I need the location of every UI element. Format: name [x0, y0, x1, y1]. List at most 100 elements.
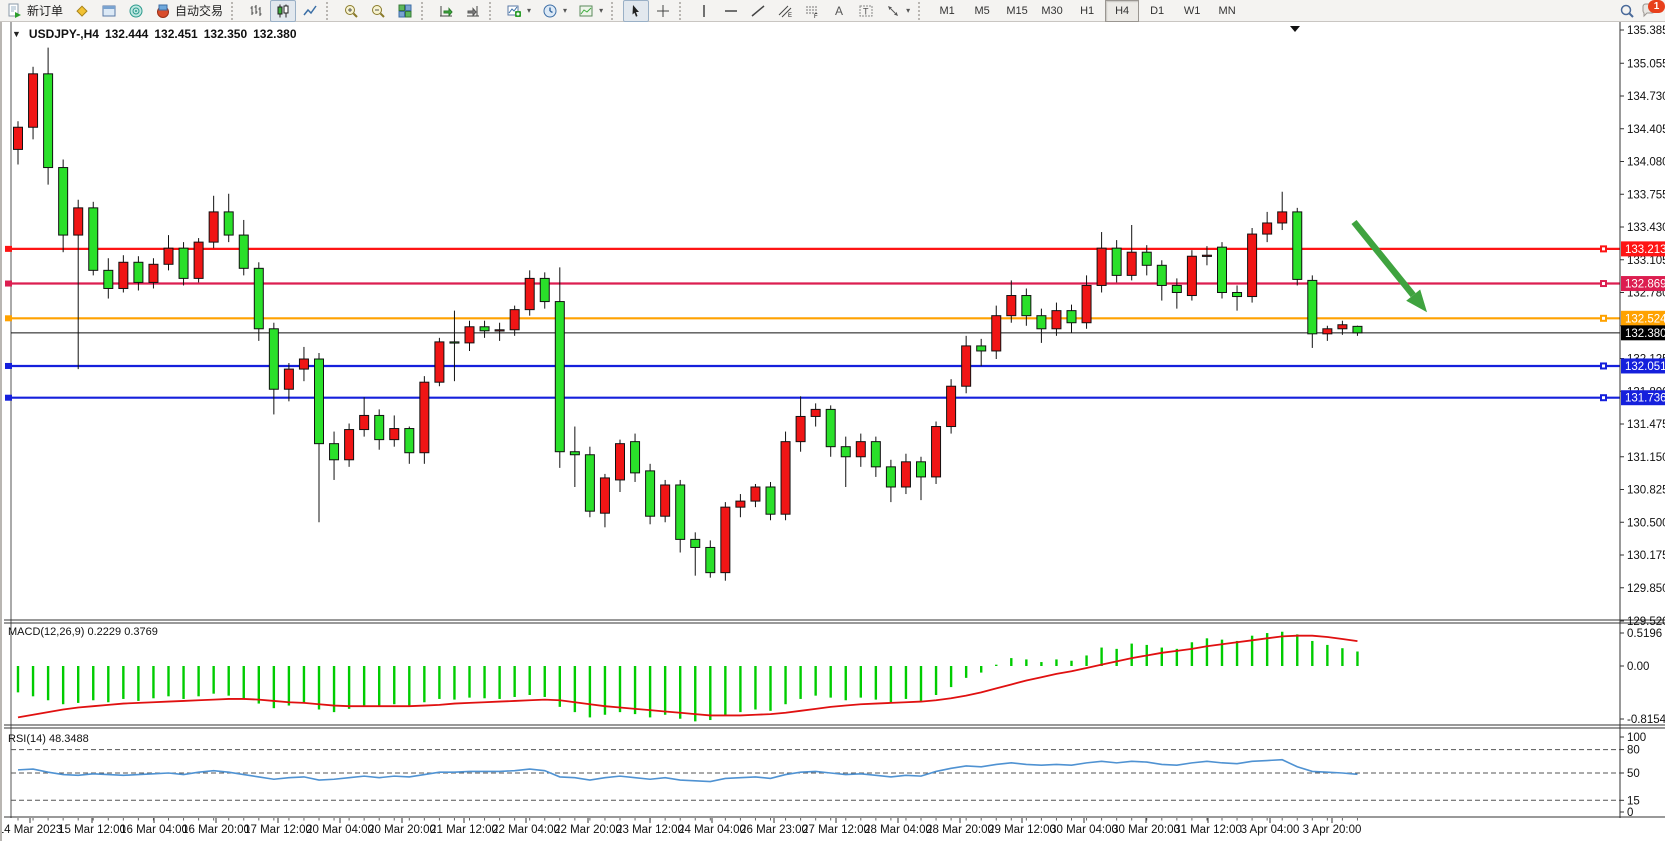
- line-left-mark: [5, 394, 12, 401]
- toolbar-separator: [489, 1, 498, 20]
- tile-windows-button[interactable]: [392, 0, 418, 22]
- timeframe-button-w1[interactable]: W1: [1183, 4, 1201, 17]
- horizontal-line[interactable]: [5, 245, 1620, 253]
- timeframe-button-m5[interactable]: M5: [974, 4, 990, 17]
- bar-chart-button[interactable]: [243, 0, 269, 22]
- timeframe-button-mn[interactable]: MN: [1218, 4, 1236, 17]
- horizontal-line[interactable]: [5, 280, 1620, 288]
- auto-trading-button[interactable]: 自动交易: [150, 0, 228, 22]
- text-button[interactable]: A: [826, 0, 852, 22]
- line-left-mark: [5, 315, 12, 322]
- svg-text:20 Mar 04:00: 20 Mar 04:00: [306, 824, 374, 836]
- svg-text:134.080: 134.080: [1627, 157, 1665, 169]
- svg-text:28 Mar 04:00: 28 Mar 04:00: [864, 824, 932, 836]
- new-chart-button[interactable]: ▾: [501, 0, 536, 22]
- timeframe-button-h4[interactable]: H4: [1105, 0, 1140, 22]
- svg-text:16 Mar 20:00: 16 Mar 20:00: [182, 824, 250, 836]
- horizontal-line[interactable]: [5, 394, 1620, 402]
- svg-text:24 Mar 04:00: 24 Mar 04:00: [678, 824, 746, 836]
- svg-text:129.520: 129.520: [1627, 616, 1665, 628]
- timeframe-button-m15[interactable]: M15: [1006, 4, 1028, 17]
- chart-shift-marker[interactable]: [1290, 26, 1300, 32]
- chart-header: ▼ USDJPY-,H4 132.444 132.451 132.350 132…: [10, 27, 297, 41]
- vertical-line-icon: [696, 3, 712, 19]
- candlestick-chart-button[interactable]: [270, 0, 297, 22]
- fibonacci-button[interactable]: F: [799, 0, 825, 22]
- timeframe-button-h1[interactable]: H1: [1080, 4, 1095, 17]
- cursor-button[interactable]: [623, 0, 650, 22]
- price-chart[interactable]: 135.385 135.055 134.730 134.405 134.080 133.7…: [2, 22, 1665, 841]
- svg-text:135.055: 135.055: [1627, 58, 1665, 70]
- zoom-out-button[interactable]: [365, 0, 391, 22]
- svg-text:132.380: 132.380: [1625, 328, 1665, 340]
- vertical-line-button[interactable]: [691, 0, 717, 22]
- rsi-indicator-label: RSI(14) 48.3488: [8, 733, 89, 745]
- zoom-in-icon: [343, 3, 359, 19]
- text-label-button[interactable]: T: [853, 0, 879, 22]
- chevron-down-icon: ▾: [599, 6, 604, 15]
- svg-text:0: 0: [1627, 807, 1633, 819]
- ohlc-close: 132.380: [253, 27, 297, 41]
- arrow-annotation[interactable]: [1351, 219, 1428, 313]
- svg-text:133.213: 133.213: [1625, 244, 1665, 256]
- notifications-button[interactable]: 1: [1641, 0, 1665, 20]
- timeframe-button-m1[interactable]: M1: [939, 4, 955, 17]
- svg-text:3 Apr 20:00: 3 Apr 20:00: [1303, 824, 1362, 836]
- horizontal-level-lines: [5, 245, 1620, 402]
- price-badges: 133.213 132.869 132.524 132.051 131.736 132.3…: [1621, 241, 1665, 406]
- templates-icon: [578, 3, 594, 19]
- cursor-icon: [628, 3, 644, 19]
- data-window-button[interactable]: [96, 0, 122, 22]
- svg-text:133.430: 133.430: [1627, 222, 1665, 234]
- period-button[interactable]: ▾: [537, 0, 572, 22]
- market-watch-icon: [74, 3, 90, 19]
- equidistant-channel-button[interactable]: E: [772, 0, 798, 22]
- svg-text:30 Mar 04:00: 30 Mar 04:00: [1050, 824, 1118, 836]
- rsi-pane: [11, 749, 1620, 801]
- templates-button[interactable]: ▾: [573, 0, 608, 22]
- svg-text:E: E: [788, 13, 792, 19]
- search-button[interactable]: [1614, 0, 1640, 22]
- svg-text:130.175: 130.175: [1627, 550, 1665, 562]
- trendline-icon: [750, 3, 766, 19]
- navigator-icon: [128, 3, 144, 19]
- arrows-button[interactable]: ▾: [880, 0, 915, 22]
- timeframe-button-d1[interactable]: D1: [1150, 4, 1165, 17]
- horizontal-line[interactable]: [5, 314, 1620, 322]
- zoom-in-button[interactable]: [338, 0, 364, 22]
- toolbar-separator: [918, 1, 927, 20]
- svg-text:135.385: 135.385: [1627, 25, 1665, 37]
- toolbar-separator: [231, 1, 240, 20]
- svg-text:22 Mar 04:00: 22 Mar 04:00: [492, 824, 560, 836]
- svg-text:29 Mar 12:00: 29 Mar 12:00: [988, 824, 1056, 836]
- svg-text:30 Mar 20:00: 30 Mar 20:00: [1112, 824, 1180, 836]
- svg-text:15 Mar 12:00: 15 Mar 12:00: [58, 824, 126, 836]
- arrows-icon: [885, 3, 901, 19]
- line-chart-icon: [302, 3, 318, 19]
- chart-shift-button[interactable]: [460, 0, 486, 22]
- svg-text:133.105: 133.105: [1627, 255, 1665, 267]
- svg-text:130.500: 130.500: [1627, 517, 1665, 529]
- auto-scroll-button[interactable]: [433, 0, 459, 22]
- horizontal-line-button[interactable]: [718, 0, 744, 22]
- market-watch-button[interactable]: [69, 0, 95, 22]
- timeframe-button-m30[interactable]: M30: [1041, 4, 1063, 17]
- tile-windows-icon: [397, 3, 413, 19]
- symbol-dropdown-button[interactable]: ▼: [12, 29, 21, 39]
- svg-text:132.869: 132.869: [1625, 279, 1665, 291]
- chevron-down-icon: ▾: [563, 6, 568, 15]
- svg-text:100: 100: [1627, 732, 1646, 744]
- line-chart-button[interactable]: [297, 0, 323, 22]
- ohlc-open: 132.444: [104, 27, 149, 41]
- new-order-button[interactable]: 新订单: [2, 0, 68, 22]
- trendline-button[interactable]: [745, 0, 771, 22]
- candlestick-chart-icon: [275, 3, 291, 19]
- svg-text:134.405: 134.405: [1627, 124, 1665, 136]
- navigator-button[interactable]: [123, 0, 149, 22]
- line-left-mark: [5, 245, 12, 252]
- line-left-mark: [5, 280, 12, 287]
- crosshair-button[interactable]: [650, 0, 676, 22]
